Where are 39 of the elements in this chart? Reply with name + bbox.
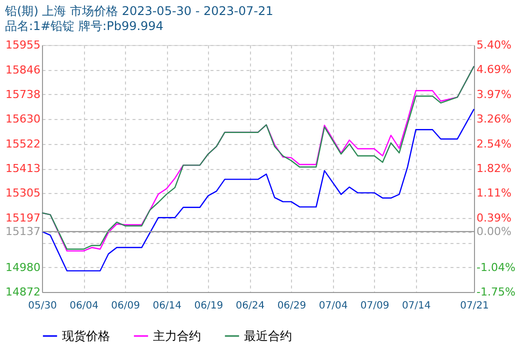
y2-tick-label: 3.97% [476, 88, 512, 101]
legend-label: 现货价格 [62, 329, 110, 343]
x-tick-label: 07/21 [460, 300, 489, 312]
y-tick-label: 15955 [6, 38, 40, 52]
x-tick-label: 06/04 [70, 300, 98, 312]
x-tick-label: 06/19 [194, 300, 224, 312]
y2-tick-label: 5.40% [476, 38, 512, 52]
chart-title: 铅(期) 上海 市场价格 2023-05-30 - 2023-07-21 [4, 4, 274, 18]
x-tick-label: 06/09 [111, 300, 140, 312]
y-tick-label: 15137 [6, 225, 40, 238]
chart-subtitle: 品名:1#铅锭 牌号:Pb99.994 [5, 19, 164, 33]
y2-tick-label: -1.75% [476, 286, 516, 298]
y-tick-label: 15522 [6, 137, 40, 150]
y2-tick-label: 1.11% [476, 186, 512, 200]
y-tick-label: 14980 [6, 260, 40, 274]
y-tick-label: 15413 [6, 162, 40, 176]
x-tick-label: 06/14 [152, 300, 182, 312]
y-tick-label: 14872 [6, 286, 40, 298]
x-tick-label: 07/09 [360, 300, 390, 312]
y2-tick-label: 0.39% [476, 212, 512, 225]
y2-tick-label: 2.54% [476, 137, 512, 150]
y-tick-label: 15846 [6, 63, 40, 76]
x-tick-label: 06/29 [277, 300, 306, 312]
y-tick-label: 15305 [6, 186, 40, 200]
x-tick-label: 06/24 [236, 300, 265, 312]
y2-tick-label: 1.82% [476, 162, 512, 176]
line-series [41, 108, 475, 272]
y2-tick-label: 4.69% [476, 63, 512, 76]
x-tick-label: 07/14 [402, 300, 431, 312]
legend-label: 最近合约 [244, 329, 292, 343]
y2-tick-label: 3.26% [476, 112, 512, 126]
y-tick-label: 15197 [6, 211, 40, 224]
legend-label: 主力合约 [153, 329, 201, 343]
y2-tick-label: 0.00% [476, 225, 512, 238]
x-tick-label: 07/04 [318, 300, 348, 312]
x-tick-label: 05/30 [28, 300, 57, 312]
y-tick-label: 15630 [6, 112, 40, 126]
y2-tick-label: -1.04% [476, 260, 516, 274]
y-tick-label: 15738 [6, 88, 40, 101]
